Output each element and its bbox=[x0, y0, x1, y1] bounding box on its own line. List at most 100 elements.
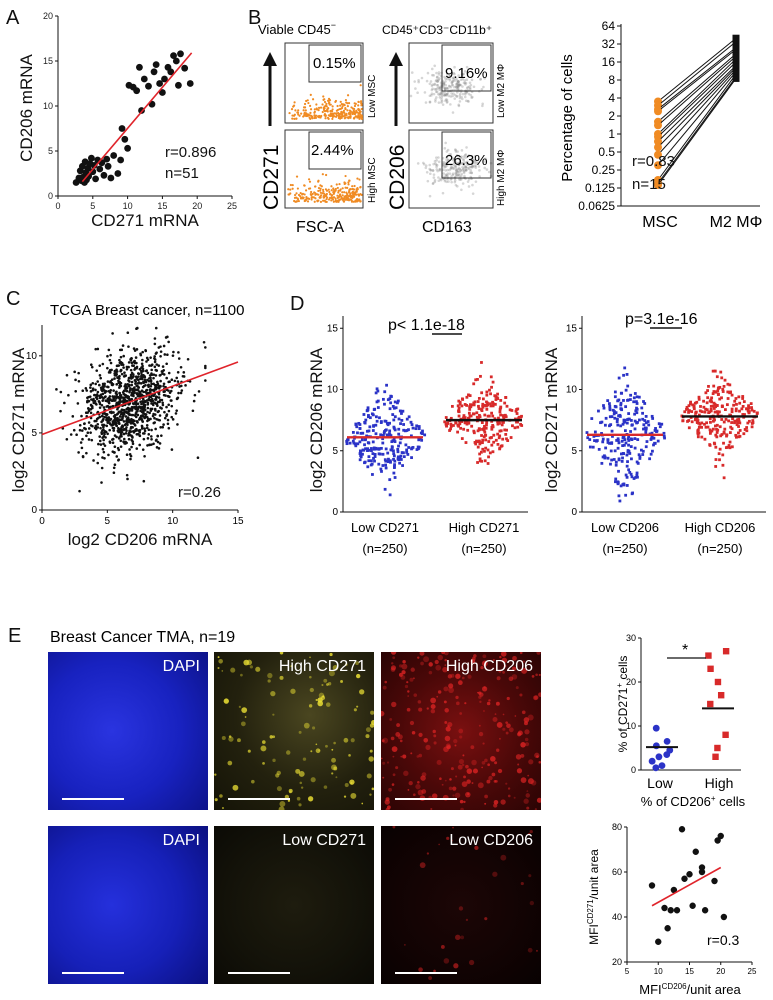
data-point bbox=[393, 466, 396, 469]
data-point bbox=[130, 380, 134, 384]
fluorescence-spot bbox=[369, 749, 373, 753]
data-point bbox=[142, 437, 146, 441]
data-point bbox=[734, 435, 738, 439]
fluorescence-spot bbox=[368, 756, 374, 762]
data-point bbox=[118, 422, 121, 426]
data-point bbox=[105, 424, 109, 428]
data-point bbox=[359, 452, 362, 455]
flow-event bbox=[455, 168, 458, 172]
fluorescence-spot bbox=[452, 826, 454, 829]
data-point bbox=[718, 397, 722, 401]
data-point bbox=[113, 377, 116, 380]
data-point bbox=[636, 475, 639, 479]
flow-event bbox=[435, 165, 438, 169]
fluorescence-spot bbox=[272, 758, 276, 763]
data-point bbox=[616, 423, 620, 427]
data-point bbox=[107, 399, 111, 403]
data-point bbox=[100, 403, 104, 407]
flow-event bbox=[441, 191, 445, 195]
data-point bbox=[167, 68, 175, 76]
data-point bbox=[519, 422, 522, 426]
flow-event bbox=[413, 80, 416, 83]
flow-event bbox=[293, 101, 296, 104]
flow-event bbox=[420, 76, 424, 80]
chart-b2-ylabel: Percentage of cells bbox=[559, 54, 576, 182]
data-point bbox=[702, 399, 705, 403]
data-point bbox=[713, 418, 716, 422]
flow-event bbox=[466, 85, 470, 89]
flow-event bbox=[322, 190, 325, 193]
data-point bbox=[493, 417, 497, 421]
data-point bbox=[488, 451, 492, 455]
data-point bbox=[601, 437, 605, 441]
flow-event bbox=[476, 161, 480, 165]
data-point bbox=[405, 417, 409, 421]
data-point bbox=[167, 380, 170, 384]
data-point bbox=[156, 404, 159, 408]
data-point bbox=[111, 423, 114, 427]
flow-event bbox=[461, 77, 465, 81]
data-point bbox=[409, 434, 413, 438]
fluorescence-spot bbox=[371, 720, 374, 725]
data-point bbox=[687, 409, 691, 412]
data-point bbox=[118, 391, 122, 395]
data-point bbox=[410, 423, 414, 427]
flow-event bbox=[306, 200, 310, 203]
data-point bbox=[609, 462, 612, 466]
flow-event bbox=[309, 114, 313, 117]
flow-event bbox=[334, 99, 338, 103]
data-point bbox=[391, 413, 395, 416]
fluorescence-spot bbox=[331, 748, 334, 751]
data-point bbox=[153, 342, 157, 346]
flow-event bbox=[430, 94, 433, 97]
data-point bbox=[686, 420, 689, 423]
data-point bbox=[85, 451, 88, 455]
data-point bbox=[737, 431, 740, 435]
data-point bbox=[132, 402, 135, 406]
data-point bbox=[409, 420, 413, 424]
data-point bbox=[480, 421, 484, 424]
flow-event bbox=[309, 108, 313, 111]
flow-event bbox=[347, 117, 350, 120]
flow-event bbox=[443, 93, 446, 97]
flow-event bbox=[288, 193, 291, 196]
data-point bbox=[515, 408, 519, 411]
flow-event bbox=[449, 153, 453, 156]
data-point bbox=[119, 368, 123, 372]
data-point bbox=[722, 731, 729, 738]
flow-event bbox=[438, 92, 442, 96]
fluorescence-spot bbox=[528, 759, 534, 765]
data-point bbox=[156, 434, 160, 438]
data-point bbox=[104, 162, 112, 170]
data-point bbox=[171, 418, 175, 421]
data-point bbox=[641, 453, 645, 456]
fluorescence-spot bbox=[526, 806, 530, 810]
flow-event bbox=[340, 112, 343, 115]
data-point bbox=[678, 826, 686, 833]
data-point bbox=[127, 365, 130, 369]
data-point bbox=[176, 423, 179, 426]
fluorescence-spot bbox=[244, 716, 247, 718]
y-tick-label: 4 bbox=[608, 91, 615, 105]
fluorescence-spot bbox=[530, 780, 537, 786]
flow-event bbox=[456, 85, 460, 88]
fluorescence-spot bbox=[307, 796, 314, 802]
data-point bbox=[711, 392, 715, 396]
flow-event bbox=[321, 110, 324, 114]
chart-b2-n-annotation: n=15 bbox=[632, 176, 666, 193]
data-point bbox=[101, 399, 105, 402]
data-point bbox=[457, 424, 460, 428]
data-point bbox=[622, 373, 625, 377]
fluorescence-spot bbox=[386, 805, 391, 810]
chart-e1-points bbox=[648, 648, 730, 772]
data-point bbox=[608, 424, 611, 428]
data-point bbox=[610, 429, 614, 433]
data-point bbox=[600, 461, 604, 465]
data-point bbox=[175, 81, 182, 89]
data-point bbox=[628, 471, 632, 474]
data-point bbox=[156, 410, 160, 414]
flow-event bbox=[458, 162, 462, 166]
data-point bbox=[608, 441, 611, 445]
data-point bbox=[129, 359, 133, 362]
fluorescence-spot bbox=[523, 717, 530, 723]
